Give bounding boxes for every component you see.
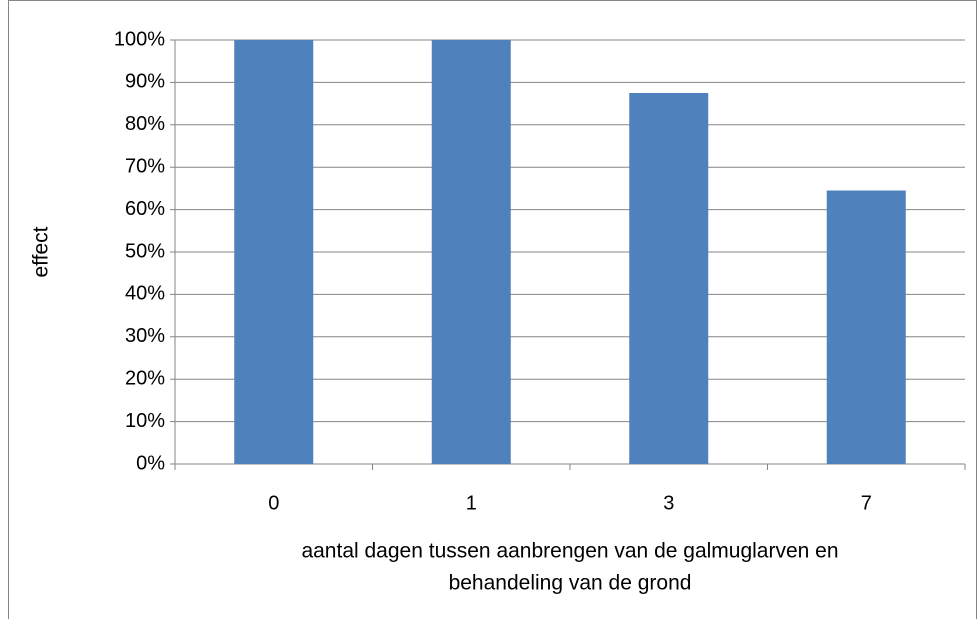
y-tick-label: 30%: [125, 325, 165, 347]
y-tick-label: 50%: [125, 240, 165, 262]
y-tick-label: 90%: [125, 71, 165, 93]
y-tick-label: 0%: [136, 452, 165, 474]
bar: [431, 40, 511, 464]
bar: [629, 93, 709, 464]
y-tick-label: 80%: [125, 113, 165, 135]
y-tick-label: 10%: [125, 410, 165, 432]
y-axis-label: effect: [30, 226, 53, 277]
x-tick-label: 3: [663, 492, 674, 514]
y-tick-label: 100%: [114, 28, 165, 50]
bar: [826, 190, 906, 464]
x-axis-label: aantal dagen tussen aanbrengen van de ga…: [301, 540, 838, 563]
x-tick-label: 1: [466, 492, 477, 514]
chart-border: [8, 0, 977, 619]
x-tick-label: 7: [861, 492, 872, 514]
y-tick-label: 40%: [125, 283, 165, 305]
bar: [234, 40, 314, 464]
y-tick-label: 70%: [125, 155, 165, 177]
x-tick-label: 0: [268, 492, 279, 514]
y-tick-label: 20%: [125, 367, 165, 389]
y-tick-label: 60%: [125, 198, 165, 220]
x-axis-label: behandeling van de grond: [449, 572, 692, 595]
